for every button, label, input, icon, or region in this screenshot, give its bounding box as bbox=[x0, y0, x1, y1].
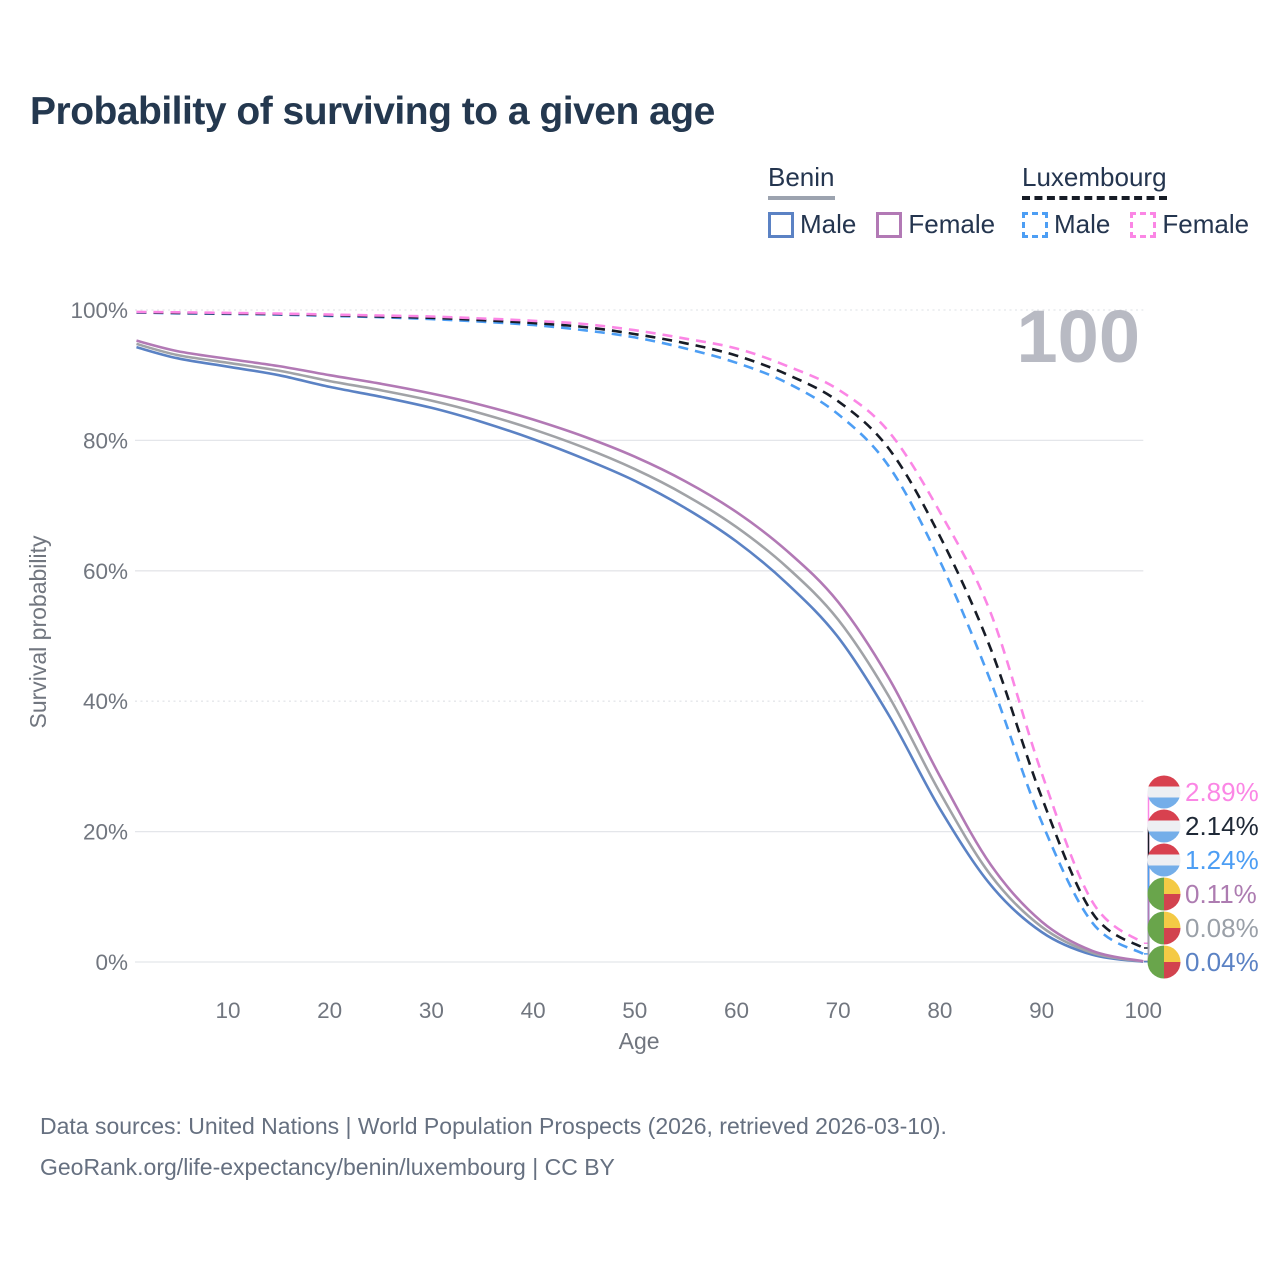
curve-benin-male[interactable] bbox=[136, 345, 1144, 963]
x-tick-70: 70 bbox=[826, 998, 851, 1023]
legend-swatch-luxembourg-male-icon[interactable] bbox=[1022, 211, 1048, 238]
legend-swatch-luxembourg-female-icon[interactable] bbox=[1130, 211, 1157, 238]
x-tick-50: 50 bbox=[622, 998, 647, 1023]
y-tick-20%: 20% bbox=[83, 820, 128, 845]
end-label-lux-female: 2.89% bbox=[1185, 777, 1259, 807]
luxembourg-flag-icon bbox=[1147, 775, 1181, 809]
luxembourg-flag-icon bbox=[1147, 809, 1181, 843]
footer: Data sources: United Nations | World Pop… bbox=[40, 1106, 947, 1188]
x-axis-label: Age bbox=[619, 1028, 660, 1054]
benin-flag-icon bbox=[1147, 945, 1181, 979]
legend-swatch-benin-male-icon[interactable] bbox=[768, 211, 794, 238]
x-tick-60: 60 bbox=[724, 998, 749, 1023]
footer-url-line: GeoRank.org/life-expectancy/benin/luxemb… bbox=[40, 1154, 615, 1180]
legend-group-luxembourg: Luxembourg Male Female bbox=[1022, 162, 1269, 240]
y-tick-60%: 60% bbox=[83, 559, 128, 584]
y-tick-80%: 80% bbox=[83, 428, 128, 453]
y-axis-label: Survival probability bbox=[25, 535, 51, 729]
end-label-benin-female: 0.11% bbox=[1185, 879, 1257, 909]
luxembourg-flag-icon bbox=[1147, 843, 1181, 877]
legend-group-benin-title: Benin bbox=[768, 162, 835, 200]
curve-lux-male[interactable] bbox=[136, 311, 1144, 956]
legend-group-benin: Benin Male Female bbox=[768, 162, 1015, 240]
x-tick-100: 100 bbox=[1125, 998, 1163, 1023]
end-label-lux-male: 1.24% bbox=[1185, 845, 1259, 875]
benin-flag-icon bbox=[1147, 911, 1181, 945]
legend-label-luxembourg-female[interactable]: Female bbox=[1162, 209, 1250, 239]
y-tick-40%: 40% bbox=[83, 689, 128, 714]
curve-lux-female[interactable] bbox=[136, 310, 1145, 945]
curve-lux-average[interactable] bbox=[136, 310, 1145, 950]
x-tick-80: 80 bbox=[927, 998, 952, 1023]
end-label-benin-male: 0.04% bbox=[1185, 947, 1259, 977]
x-tick-90: 90 bbox=[1029, 998, 1054, 1023]
end-label-benin-average: 0.08% bbox=[1185, 913, 1259, 943]
curve-benin-female[interactable] bbox=[136, 339, 1144, 963]
x-tick-20: 20 bbox=[317, 998, 342, 1023]
y-tick-0%: 0% bbox=[95, 950, 128, 975]
y-tick-100%: 100% bbox=[70, 298, 128, 323]
legend-swatch-benin-female-icon[interactable] bbox=[876, 211, 903, 238]
hover-age-watermark: 100 bbox=[1017, 295, 1140, 378]
end-label-lux-average: 2.14% bbox=[1185, 811, 1259, 841]
legend-label-benin-male[interactable]: Male bbox=[800, 209, 857, 239]
curve-benin-average[interactable] bbox=[136, 342, 1144, 963]
page-title: Probability of surviving to a given age bbox=[30, 90, 715, 133]
x-tick-40: 40 bbox=[521, 998, 546, 1023]
legend-label-benin-female[interactable]: Female bbox=[908, 209, 996, 239]
x-tick-30: 30 bbox=[419, 998, 444, 1023]
x-tick-10: 10 bbox=[215, 998, 240, 1023]
legend-group-luxembourg-title: Luxembourg bbox=[1022, 162, 1167, 200]
legend-label-luxembourg-male[interactable]: Male bbox=[1054, 209, 1111, 239]
benin-flag-icon bbox=[1147, 877, 1181, 911]
footer-source-line: Data sources: United Nations | World Pop… bbox=[40, 1113, 947, 1139]
